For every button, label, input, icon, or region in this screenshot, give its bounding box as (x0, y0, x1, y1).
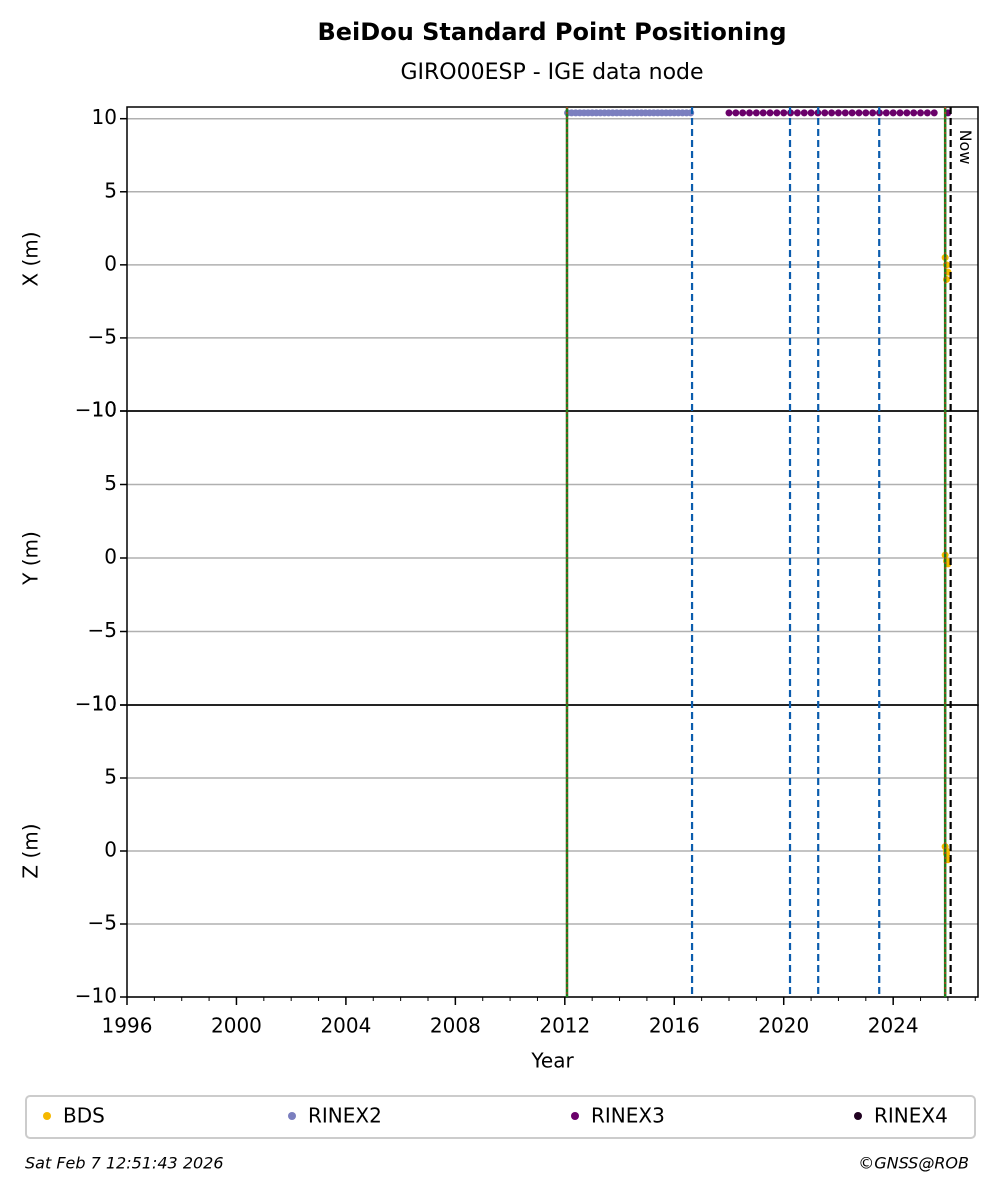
data-point (773, 109, 781, 117)
y-tick-label: 5 (104, 765, 117, 789)
data-point (862, 109, 870, 117)
legend-label: BDS (63, 1104, 105, 1128)
y-tick-label: −5 (88, 324, 117, 348)
data-point (930, 109, 938, 117)
data-point (910, 109, 918, 117)
y-tick-label: −10 (75, 984, 117, 1008)
data-point (793, 109, 801, 117)
x-tick-label: 2024 (868, 1014, 919, 1038)
y-tick-label: 10 (92, 398, 117, 422)
legend-marker (43, 1112, 51, 1120)
data-point (882, 109, 890, 117)
x-tick-label: 2008 (430, 1014, 481, 1038)
data-point (800, 109, 808, 117)
data-point (834, 109, 842, 117)
y-tick-label: −5 (88, 911, 117, 935)
x-tick-label: 1996 (102, 1014, 153, 1038)
y-tick-label: 0 (104, 838, 117, 862)
y-axis-label: Z (m) (19, 823, 43, 878)
y-axis-label: Y (m) (19, 531, 43, 586)
data-point (828, 109, 836, 117)
x-tick-label: 2016 (649, 1014, 700, 1038)
data-point (848, 109, 856, 117)
data-point (766, 109, 774, 117)
legend-marker (571, 1112, 579, 1120)
credit: ©GNSS@ROB (858, 1154, 969, 1173)
data-point (752, 109, 760, 117)
data-point (855, 109, 863, 117)
data-point (746, 109, 754, 117)
x-tick-label: 2020 (758, 1014, 809, 1038)
y-tick-label: −10 (75, 692, 117, 716)
x-axis-label: Year (530, 1049, 574, 1073)
data-point (917, 109, 925, 117)
data-point (739, 109, 747, 117)
chart-title: BeiDou Standard Point Positioning (317, 18, 786, 46)
y-tick-label: 10 (92, 692, 117, 716)
data-point (725, 109, 733, 117)
data-point (903, 109, 911, 117)
y-tick-label: −5 (88, 618, 117, 642)
y-tick-label: −10 (75, 398, 117, 422)
data-point (923, 109, 931, 117)
data-point (896, 109, 904, 117)
x-tick-label: 2012 (539, 1014, 590, 1038)
x-tick-label: 2000 (211, 1014, 262, 1038)
legend-label: RINEX3 (591, 1104, 665, 1128)
legend-label: RINEX2 (308, 1104, 382, 1128)
timestamp: Sat Feb 7 12:51:43 2026 (25, 1154, 224, 1173)
y-axis-label: X (m) (19, 231, 43, 286)
data-point (821, 109, 829, 117)
event-label: Now (956, 130, 975, 165)
plot-frame (126, 704, 979, 998)
y-tick-label: 10 (92, 105, 117, 129)
data-point (780, 109, 788, 117)
data-point (869, 109, 877, 117)
y-tick-label: 5 (104, 471, 117, 495)
legend-box (25, 1095, 976, 1139)
data-point (807, 109, 815, 117)
data-point (759, 109, 767, 117)
y-tick-label: 5 (104, 178, 117, 202)
chart-subtitle: GIRO00ESP - IGE data node (400, 60, 703, 85)
x-tick-label: 2004 (320, 1014, 371, 1038)
y-tick-label: 0 (104, 251, 117, 275)
legend-label: RINEX4 (874, 1104, 948, 1128)
data-point (732, 109, 740, 117)
legend-marker (288, 1112, 296, 1120)
y-tick-label: 0 (104, 545, 117, 569)
data-point (841, 109, 849, 117)
legend-marker (854, 1112, 862, 1120)
data-point (889, 109, 897, 117)
